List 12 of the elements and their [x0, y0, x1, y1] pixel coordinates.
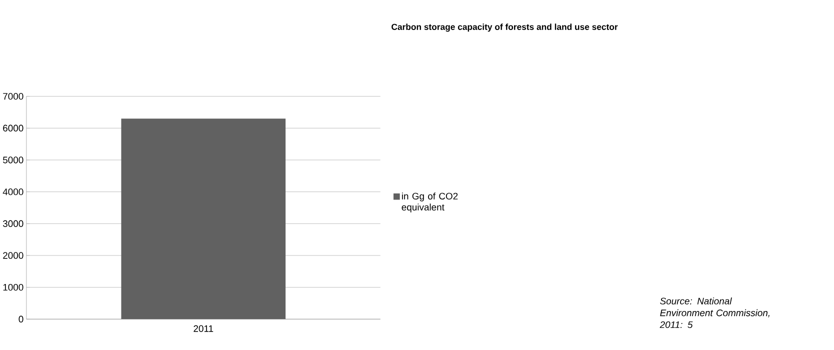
y-tick-label: 4000 — [2, 188, 24, 196]
y-tick-label: 1000 — [3, 284, 24, 291]
y-tick-label: 5000 — [3, 156, 24, 164]
y-tick-label: 7000 — [3, 92, 24, 100]
y-tick-label: 3000 — [2, 220, 24, 227]
legend-label: in Gg of CO2 equivalent — [402, 192, 458, 212]
y-tick-label: 2000 — [3, 252, 24, 259]
x-tick-label: 2011 — [194, 325, 214, 332]
y-tick-label: 0 — [18, 316, 24, 322]
y-tick-label: 6000 — [3, 124, 24, 132]
text: Source: National Environment Commission, 2011: 5 — [660, 297, 770, 328]
text: Carbon storage capacity of forests and land use sector — [392, 24, 618, 32]
